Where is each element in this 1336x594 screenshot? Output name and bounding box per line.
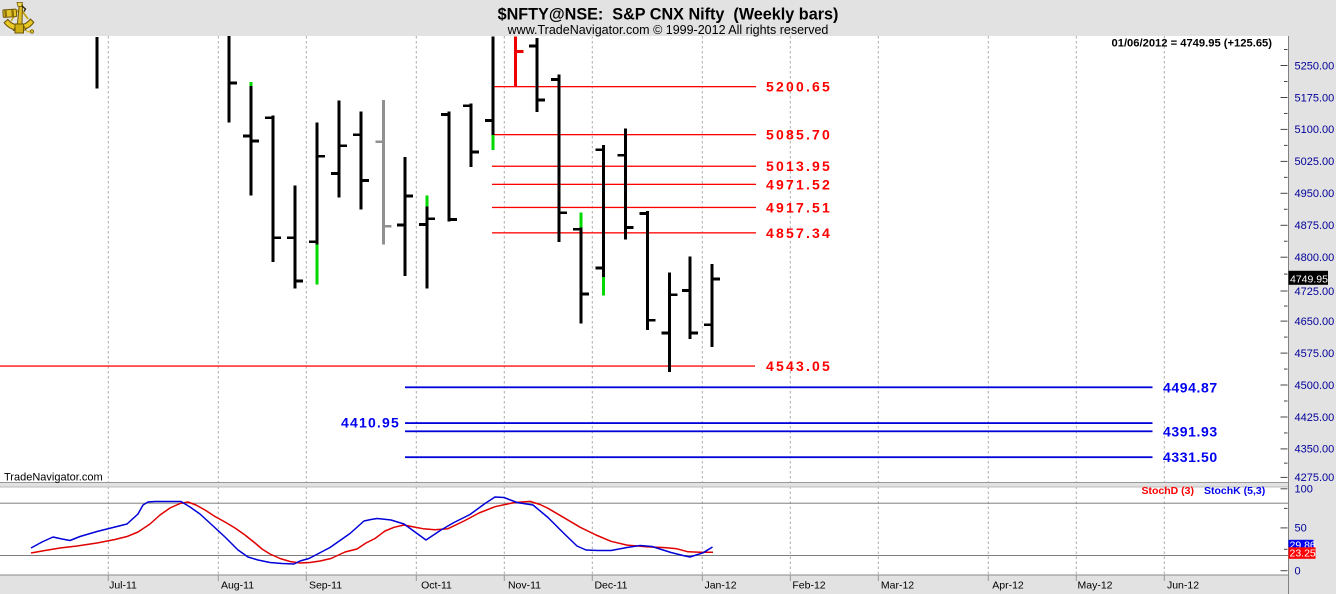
svg-text:4950.00: 4950.00 xyxy=(1295,188,1335,200)
svg-text:4800.00: 4800.00 xyxy=(1295,252,1335,264)
svg-text:4391.93: 4391.93 xyxy=(1163,423,1218,439)
svg-text:5175.00: 5175.00 xyxy=(1295,92,1335,104)
svg-text:Aug-11: Aug-11 xyxy=(221,580,254,592)
svg-text:Oct-11: Oct-11 xyxy=(421,580,452,592)
svg-text:4650.00: 4650.00 xyxy=(1295,316,1335,328)
svg-text:5100.00: 5100.00 xyxy=(1295,124,1335,136)
svg-text:4575.00: 4575.00 xyxy=(1295,348,1335,360)
svg-text:01/06/2012 = 4749.95 (+125.65): 01/06/2012 = 4749.95 (+125.65) xyxy=(1112,38,1273,50)
svg-text:5013.95: 5013.95 xyxy=(766,158,832,174)
svg-text:5200.65: 5200.65 xyxy=(766,79,832,95)
svg-text:Jan-12: Jan-12 xyxy=(704,580,736,592)
svg-text:50: 50 xyxy=(1295,523,1307,535)
svg-text:4500.00: 4500.00 xyxy=(1295,380,1335,392)
svg-text:4875.00: 4875.00 xyxy=(1295,220,1335,232)
svg-text:4543.05: 4543.05 xyxy=(766,358,832,374)
svg-text:Nov-11: Nov-11 xyxy=(508,580,541,592)
svg-text:4410.95: 4410.95 xyxy=(341,415,400,431)
svg-text:4971.52: 4971.52 xyxy=(766,176,832,192)
svg-text:4917.51: 4917.51 xyxy=(766,199,832,215)
svg-text:100: 100 xyxy=(1295,484,1313,496)
svg-text:4331.50: 4331.50 xyxy=(1163,449,1218,465)
svg-text:May-12: May-12 xyxy=(1077,580,1112,592)
svg-text:23.25: 23.25 xyxy=(1290,548,1316,560)
svg-text:StochD (3): StochD (3) xyxy=(1142,485,1195,497)
svg-text:Jun-12: Jun-12 xyxy=(1167,580,1199,592)
svg-text:4494.87: 4494.87 xyxy=(1163,379,1218,395)
svg-text:5025.00: 5025.00 xyxy=(1295,156,1335,168)
svg-text:4350.00: 4350.00 xyxy=(1295,444,1335,456)
svg-text:www.TradeNavigator.com © 1999-: www.TradeNavigator.com © 1999-2012 All r… xyxy=(507,23,829,37)
svg-text:4749.95: 4749.95 xyxy=(1290,273,1328,285)
svg-text:4425.00: 4425.00 xyxy=(1295,412,1335,424)
svg-text:$NFTY@NSE: S&P CNX Nifty (We: $NFTY@NSE: S&P CNX Nifty (Weekly bars) xyxy=(498,6,839,24)
svg-text:Sep-11: Sep-11 xyxy=(309,580,342,592)
svg-text:StochK (5,3): StochK (5,3) xyxy=(1204,485,1265,497)
svg-text:Feb-12: Feb-12 xyxy=(792,580,825,592)
svg-text:4857.34: 4857.34 xyxy=(766,225,832,241)
svg-text:Jul-11: Jul-11 xyxy=(109,580,137,592)
svg-text:4275.00: 4275.00 xyxy=(1295,472,1335,484)
svg-text:0: 0 xyxy=(1295,566,1301,578)
svg-text:TradeNavigator.com: TradeNavigator.com xyxy=(4,472,103,484)
svg-text:Apr-12: Apr-12 xyxy=(992,580,1024,592)
svg-text:Dec-11: Dec-11 xyxy=(594,580,627,592)
svg-text:4725.00: 4725.00 xyxy=(1295,286,1335,298)
svg-text:5250.00: 5250.00 xyxy=(1295,60,1335,72)
svg-text:Mar-12: Mar-12 xyxy=(881,580,914,592)
svg-text:5085.70: 5085.70 xyxy=(766,127,832,143)
